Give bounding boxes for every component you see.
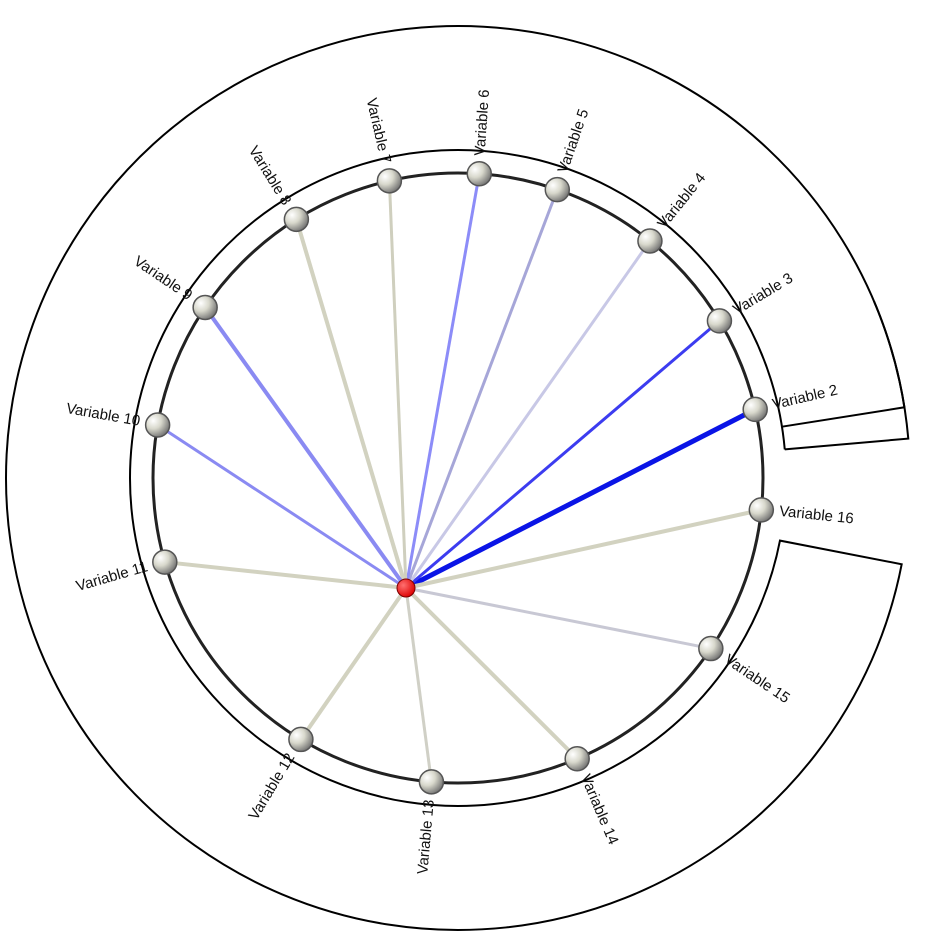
- label-variable-15: Variable 15: [721, 651, 793, 707]
- edge-variable-10: [156, 423, 407, 590]
- edges-group: [156, 173, 762, 783]
- node-variable-6[interactable]: [466, 160, 493, 187]
- edge-variable-3: [405, 319, 721, 590]
- node-variable-12[interactable]: [288, 726, 314, 753]
- edge-variable-2: [404, 407, 757, 591]
- selected-label-band: [781, 300, 906, 428]
- label-variable-10: Variable 10: [65, 400, 142, 430]
- node-variable-14[interactable]: [564, 746, 590, 772]
- labels-group: Variable 2 Variable 3 Variable 4 Variable 5…: [65, 89, 855, 875]
- node-variable-7[interactable]: [376, 168, 403, 194]
- edge-variable-14: [404, 586, 579, 761]
- label-variable-9: Variable 9: [131, 253, 196, 304]
- label-variable-11: Variable 11: [74, 558, 150, 595]
- edge-variable-9: [203, 306, 408, 590]
- outer-label-band: [5, 24, 910, 931]
- label-variable-7: Variable 7: [363, 97, 395, 166]
- node-variable-3[interactable]: [706, 308, 733, 334]
- node-variable-8[interactable]: [283, 206, 310, 233]
- edge-variable-5: [404, 189, 559, 589]
- edge-variable-16: [405, 507, 762, 590]
- label-variable-2: Variable 2: [771, 382, 840, 414]
- node-variable-13[interactable]: [418, 769, 445, 795]
- edge-variable-15: [405, 586, 712, 651]
- label-variable-5: Variable 5: [555, 107, 593, 175]
- node-variable-11[interactable]: [152, 549, 178, 575]
- node-variable-16[interactable]: [748, 497, 775, 523]
- node-variable-10[interactable]: [144, 412, 171, 438]
- label-variable-4: Variable 4: [654, 170, 709, 232]
- label-variable-6: Variable 6: [472, 89, 494, 156]
- edge-variable-6: [404, 173, 481, 589]
- node-variable-2[interactable]: [742, 396, 768, 423]
- edge-variable-4: [404, 240, 652, 589]
- edge-variable-11: [164, 560, 407, 590]
- node-variable-15[interactable]: [698, 635, 724, 662]
- label-variable-13: Variable 13: [414, 799, 437, 875]
- node-variable-5[interactable]: [544, 176, 571, 203]
- edge-variable-7: [387, 180, 408, 589]
- inner-circle: [151, 171, 765, 785]
- label-variable-12: Variable 12: [245, 750, 298, 823]
- node-variable-4[interactable]: [637, 228, 663, 254]
- label-variable-8: Variable 8: [245, 143, 295, 208]
- label-variable-3: Variable 3: [730, 270, 796, 319]
- nodes-group: [144, 160, 775, 795]
- label-variable-16: Variable 16: [778, 503, 854, 528]
- center-node[interactable]: [396, 578, 416, 598]
- edge-variable-12: [299, 586, 408, 741]
- label-variable-14: Variable 14: [577, 772, 622, 847]
- edge-variable-8: [294, 218, 408, 589]
- edge-variable-13: [404, 587, 433, 783]
- node-variable-9[interactable]: [192, 294, 218, 321]
